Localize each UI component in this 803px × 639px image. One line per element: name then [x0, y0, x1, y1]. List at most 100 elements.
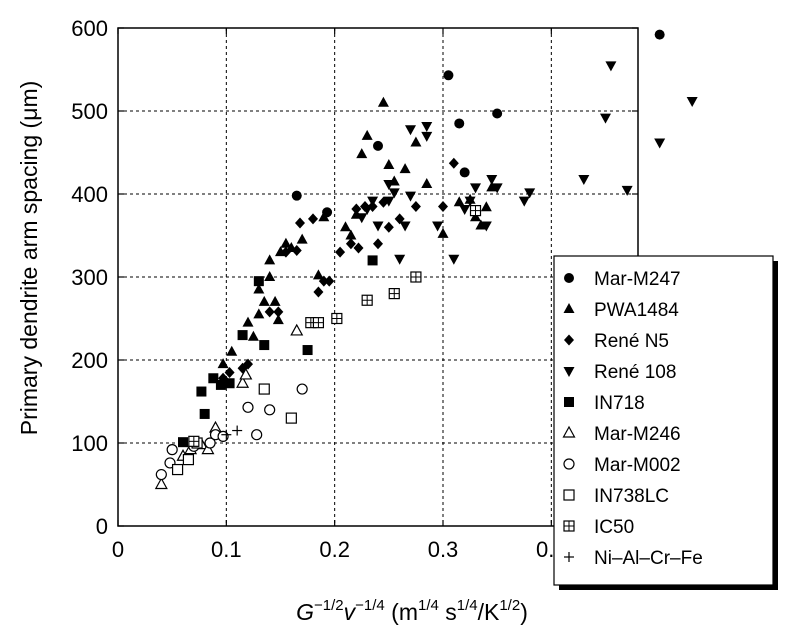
- point-series-1: [356, 148, 368, 159]
- legend-label-0: Mar-M247: [594, 269, 681, 290]
- point-series-1: [453, 196, 465, 207]
- y-tick-label: 200: [71, 348, 108, 373]
- point-series-1: [486, 181, 498, 192]
- y-tick-label: 300: [71, 265, 108, 290]
- point-series-2: [335, 246, 346, 258]
- point-series-3: [605, 61, 617, 72]
- legend-label-5: Mar-M246: [594, 424, 681, 445]
- legend-label-6: Mar-M002: [594, 455, 681, 476]
- y-axis-label: Primary dendrite arm spacing (μm): [16, 81, 42, 436]
- point-series-3: [356, 213, 368, 224]
- point-series-4: [253, 276, 264, 287]
- x-axis-label: G−1/2v−1/4 (m1/4 s1/4/K1/2): [296, 597, 528, 625]
- y-tick-label: 500: [71, 99, 108, 124]
- point-series-2: [353, 242, 364, 254]
- point-series-0: [454, 118, 465, 129]
- x-label-s-exp: 1/4: [457, 597, 478, 614]
- legend-marker-0: [564, 273, 574, 283]
- y-tick-label: 400: [71, 182, 108, 207]
- point-series-1: [383, 158, 395, 169]
- point-series-3: [470, 183, 481, 194]
- point-series-4: [302, 345, 313, 356]
- point-series-3: [518, 196, 530, 207]
- point-series-0: [443, 70, 454, 81]
- point-series-1: [272, 314, 284, 325]
- point-series-3: [399, 221, 411, 232]
- point-series-1: [410, 136, 422, 147]
- point-series-3: [388, 188, 400, 199]
- point-series-8: [188, 435, 200, 447]
- x-label-v: v: [344, 599, 357, 625]
- point-series-4: [367, 255, 378, 266]
- x-label-close: ): [520, 599, 528, 625]
- point-series-2: [438, 200, 448, 212]
- point-series-5: [201, 442, 215, 455]
- point-series-1: [217, 358, 229, 369]
- legend-marker-1: [563, 303, 575, 313]
- legend-marker-3: [563, 367, 575, 377]
- point-series-6: [264, 404, 276, 416]
- legend-box: [553, 255, 774, 586]
- point-series-7: [171, 463, 184, 476]
- legend-label-2: René N5: [594, 331, 669, 352]
- x-label-g-exp: −1/2: [314, 597, 344, 614]
- point-series-6: [251, 429, 263, 441]
- y-tick-label: 0: [96, 514, 108, 539]
- legend-label-8: IC50: [594, 517, 634, 538]
- x-label-v-exp: −1/4: [355, 597, 385, 614]
- point-series-3: [367, 196, 379, 207]
- point-series-1: [475, 219, 487, 230]
- x-label-k-exp: 1/2: [499, 597, 520, 614]
- point-series-1: [280, 237, 292, 248]
- point-series-3: [405, 125, 416, 136]
- point-series-6: [204, 437, 216, 449]
- point-series-3: [421, 121, 433, 132]
- y-tick-label: 600: [71, 16, 108, 41]
- point-series-1: [253, 308, 265, 319]
- point-series-2: [224, 366, 235, 378]
- x-label-open: (m: [385, 599, 418, 625]
- point-series-3: [405, 191, 416, 202]
- point-series-0: [291, 190, 302, 201]
- point-series-1: [340, 221, 351, 232]
- point-series-1: [226, 345, 238, 356]
- x-tick-label: 0: [112, 537, 124, 562]
- point-series-4: [215, 379, 226, 390]
- x-tick-label: 0.3: [428, 537, 459, 562]
- point-series-3: [486, 175, 498, 186]
- point-series-4: [224, 378, 235, 389]
- point-series-5: [239, 367, 253, 380]
- legend-marker-6: [563, 458, 575, 470]
- point-series-3: [464, 196, 476, 207]
- point-series-1: [242, 316, 254, 327]
- point-series-2: [410, 200, 421, 212]
- point-series-1: [253, 283, 265, 294]
- legend-label-7: IN738LC: [594, 486, 669, 507]
- point-series-1: [258, 295, 270, 306]
- x-tick-label: 0.1: [211, 537, 242, 562]
- point-series-2: [318, 275, 329, 287]
- point-series-1: [269, 295, 281, 306]
- point-series-2: [264, 306, 275, 318]
- point-series-5: [154, 477, 168, 490]
- point-series-3: [421, 131, 433, 142]
- legend-marker-8: [563, 520, 575, 532]
- point-series-3: [394, 254, 406, 265]
- point-series-6: [296, 383, 308, 395]
- point-series-1: [470, 211, 481, 222]
- point-series-7: [258, 383, 270, 395]
- point-series-3: [491, 183, 503, 194]
- x-label-m-exp: 1/4: [418, 597, 439, 614]
- point-series-4: [259, 340, 270, 351]
- point-series-9: [221, 429, 232, 440]
- point-series-3: [459, 204, 471, 215]
- point-series-1: [312, 269, 324, 280]
- point-series-7: [285, 412, 297, 424]
- point-series-3: [621, 185, 633, 196]
- point-series-2: [313, 286, 324, 298]
- point-series-2: [351, 203, 362, 215]
- point-series-2: [280, 246, 291, 258]
- point-series-6: [242, 401, 254, 413]
- point-series-0: [654, 29, 665, 40]
